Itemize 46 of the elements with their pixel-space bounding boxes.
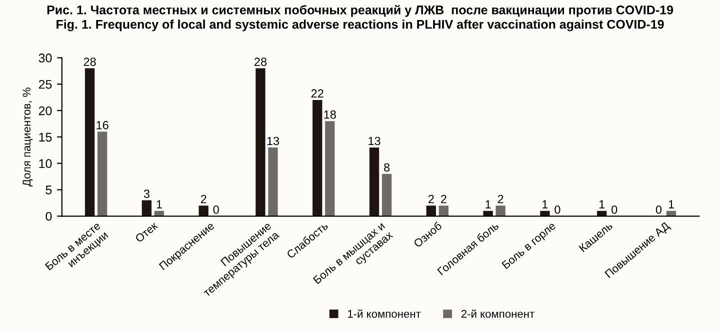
data-label: 28 [254, 58, 267, 66]
bar [97, 132, 108, 216]
bar [268, 148, 278, 216]
bar [426, 206, 436, 216]
y-tick-label: 5 [46, 186, 52, 194]
data-label: 1 [486, 200, 491, 208]
data-label: 28 [84, 58, 96, 66]
bar [496, 206, 506, 216]
data-label: 1 [599, 200, 605, 208]
y-tick-label: 10 [39, 159, 52, 168]
data-label: 0 [554, 205, 560, 214]
data-label: 0 [656, 205, 662, 214]
bar [256, 68, 266, 216]
data-label: 1 [542, 200, 548, 208]
bar [198, 206, 208, 216]
data-label: 2 [200, 194, 206, 204]
bar [325, 121, 335, 216]
bar [312, 100, 322, 216]
data-label: 2 [428, 194, 434, 204]
legend-label: 2-й компонент [461, 309, 534, 318]
y-tick-label: 20 [38, 106, 52, 116]
data-label: 8 [384, 163, 390, 172]
data-label: 13 [368, 136, 380, 146]
data-label: 16 [96, 120, 108, 130]
data-label: 13 [267, 136, 280, 146]
y-tick-label: 25 [38, 80, 52, 89]
bar [382, 174, 392, 216]
data-label: 0 [612, 205, 618, 214]
data-label: 22 [311, 89, 324, 98]
y-axis-title: Доля пациентов, % [22, 88, 33, 187]
data-label: 2 [440, 194, 446, 204]
y-tick-label: 30 [38, 54, 52, 62]
y-tick-label: 15 [39, 132, 52, 142]
bar [84, 68, 95, 216]
bar [438, 206, 449, 216]
data-label: 1 [156, 200, 162, 208]
data-label: 1 [668, 200, 674, 208]
y-tick-label: 0 [46, 212, 52, 221]
data-label: 3 [144, 190, 150, 198]
data-label: 0 [213, 205, 219, 214]
bar [142, 200, 152, 216]
bar [369, 148, 380, 216]
legend-label: 1-й компонент [348, 309, 421, 318]
data-label: 2 [498, 194, 504, 204]
chart-title: Рис. 1. Частота местных и системных побочных реакций у ЛЖВ после вакцинации против COVID-19 Fig. 1. Frequency of local and systemic adverse reactions in PLHIV after vaccination against COVID-19 [47, 4, 674, 32]
data-label: 18 [324, 110, 336, 119]
